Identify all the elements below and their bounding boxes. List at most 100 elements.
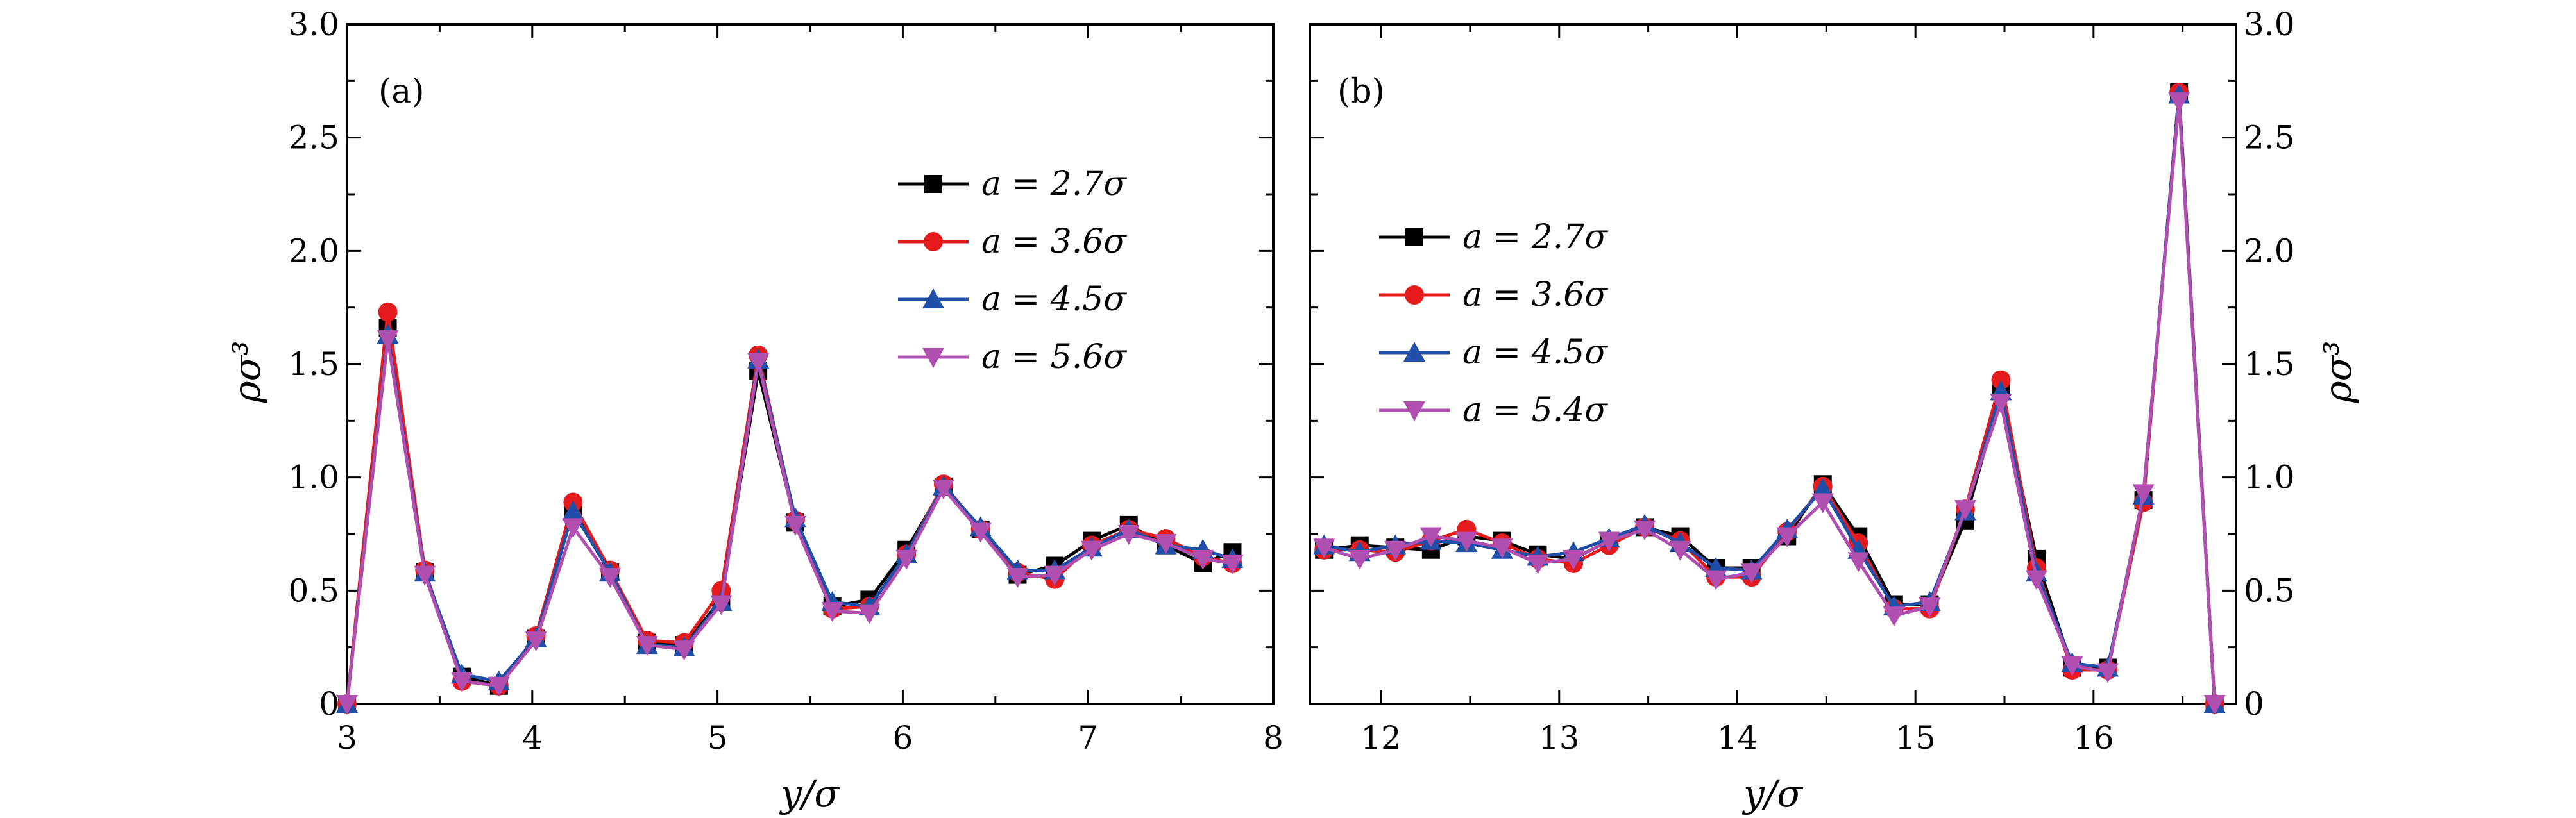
data-point	[747, 353, 770, 373]
panel-b: 12 13 14 15 16 0 0.5 1.0 1.5 2.0 2.5 3.0 y/σ ρσ³ (b) a …	[1309, 6, 2360, 815]
data-point	[1811, 493, 1834, 513]
x-tick-label: 14	[1717, 719, 1758, 756]
data-point	[969, 522, 992, 543]
y-tick-label: 1.0	[288, 459, 339, 496]
data-point	[2132, 484, 2155, 505]
data-point	[378, 302, 398, 322]
data-point	[1221, 554, 1244, 574]
data-point	[1527, 554, 1549, 574]
y-tick-label: 2.5	[2244, 119, 2295, 156]
x-tick-label: 7	[1078, 719, 1098, 756]
data-point	[1455, 531, 1478, 552]
data-point	[1044, 565, 1066, 586]
data-point	[1740, 563, 1763, 584]
legend-label: a = 4.5σ	[1462, 333, 1608, 372]
data-point	[1669, 540, 1691, 561]
data-point	[2025, 570, 2047, 590]
legend: a = 2.7σ a = 3.6σ a = 4.5σ a = 5.6σ	[898, 165, 1127, 376]
data-point	[487, 676, 510, 697]
data-point	[1705, 570, 1727, 590]
legend-label: a = 4.5σ	[981, 280, 1127, 319]
data-point	[1491, 538, 1513, 559]
y-tick-label: 1.5	[288, 346, 339, 383]
x-axis-title: y/σ	[779, 772, 840, 815]
x-tick-label: 5	[708, 719, 728, 756]
y-tick-label: 0	[319, 685, 339, 722]
y-axis-title: ρσ³	[2316, 341, 2360, 404]
data-point	[895, 549, 918, 570]
y-tick-label: 2.5	[288, 119, 339, 156]
data-point	[1954, 500, 1976, 521]
data-point	[562, 518, 584, 538]
data-point	[932, 480, 954, 500]
legend-marker	[924, 232, 943, 251]
y-tick-label: 1.5	[2244, 346, 2295, 383]
x-axis-title: y/σ	[1741, 772, 1803, 815]
data-point	[2203, 695, 2226, 715]
data-point	[414, 565, 436, 586]
data-point	[1991, 370, 2011, 390]
y-tick-label: 2.0	[2244, 232, 2295, 269]
data-point	[636, 636, 658, 656]
legend-marker	[922, 348, 944, 368]
series-line	[1323, 99, 2217, 705]
data-point	[1313, 538, 1335, 559]
y-tick-label: 1.0	[2244, 459, 2295, 496]
data-point	[1883, 606, 1905, 627]
legend: a = 2.7σ a = 3.6σ a = 4.5σ a = 5.4σ	[1379, 218, 1608, 430]
legend-label: a = 5.4σ	[1462, 391, 1608, 430]
series-line	[1323, 90, 2217, 705]
data-point	[1776, 527, 1799, 547]
y-tick-label: 0	[2244, 685, 2264, 722]
y-tick-label: 2.0	[288, 232, 339, 269]
data-point	[2061, 656, 2083, 676]
data-point	[784, 515, 806, 536]
x-tick-label: 8	[1263, 719, 1284, 756]
series-2	[1314, 83, 2224, 714]
plot-frame	[1309, 23, 2237, 705]
data-point	[1348, 549, 1371, 570]
legend-marker	[924, 175, 942, 193]
data-point	[1811, 478, 1834, 498]
series-1	[1315, 83, 2224, 713]
legend-label: a = 3.6σ	[981, 222, 1127, 261]
data-point	[1990, 394, 2012, 414]
panel-label: (a)	[378, 72, 425, 111]
data-point	[858, 604, 881, 624]
panel-label: (b)	[1337, 72, 1385, 111]
x-tick-label: 6	[892, 719, 913, 756]
data-point	[336, 695, 358, 715]
x-tick-label: 15	[1895, 719, 1936, 756]
data-point	[1634, 520, 1656, 540]
x-tick-label: 16	[2073, 719, 2114, 756]
legend-label: a = 3.6σ	[1462, 276, 1608, 314]
y-tick-label: 3.0	[288, 6, 339, 43]
x-tick-label: 4	[522, 719, 543, 756]
legend-marker	[1403, 401, 1425, 421]
data-point	[1006, 568, 1029, 588]
series-4	[336, 330, 1244, 715]
legend-marker	[1405, 228, 1423, 246]
data-point	[710, 595, 733, 615]
series-3	[1313, 83, 2226, 713]
legend-label: a = 2.7σ	[981, 165, 1127, 203]
data-point	[562, 500, 584, 521]
legend-label: a = 5.6σ	[981, 338, 1127, 376]
data-point	[1919, 597, 1941, 618]
data-point	[1847, 552, 1870, 572]
data-point	[451, 672, 473, 692]
data-point	[1598, 531, 1620, 552]
y-tick-label: 3.0	[2244, 6, 2295, 43]
legend-marker	[922, 288, 944, 308]
y-tick-label: 0.5	[288, 572, 339, 609]
panel-a: 3 4 5 6 7 8 0 0.5 1.0 1.5 2.0 2.5 3.0 y/σ ρσ³ (a) a = 2.…	[225, 6, 1284, 815]
data-point	[2168, 92, 2190, 113]
data-point	[821, 602, 843, 622]
legend-marker	[1403, 342, 1425, 362]
y-axis-title: ρσ³	[225, 341, 269, 404]
data-point	[377, 330, 399, 351]
plot-frame	[346, 23, 1275, 705]
series-line	[1323, 93, 2217, 705]
data-point	[525, 631, 547, 652]
